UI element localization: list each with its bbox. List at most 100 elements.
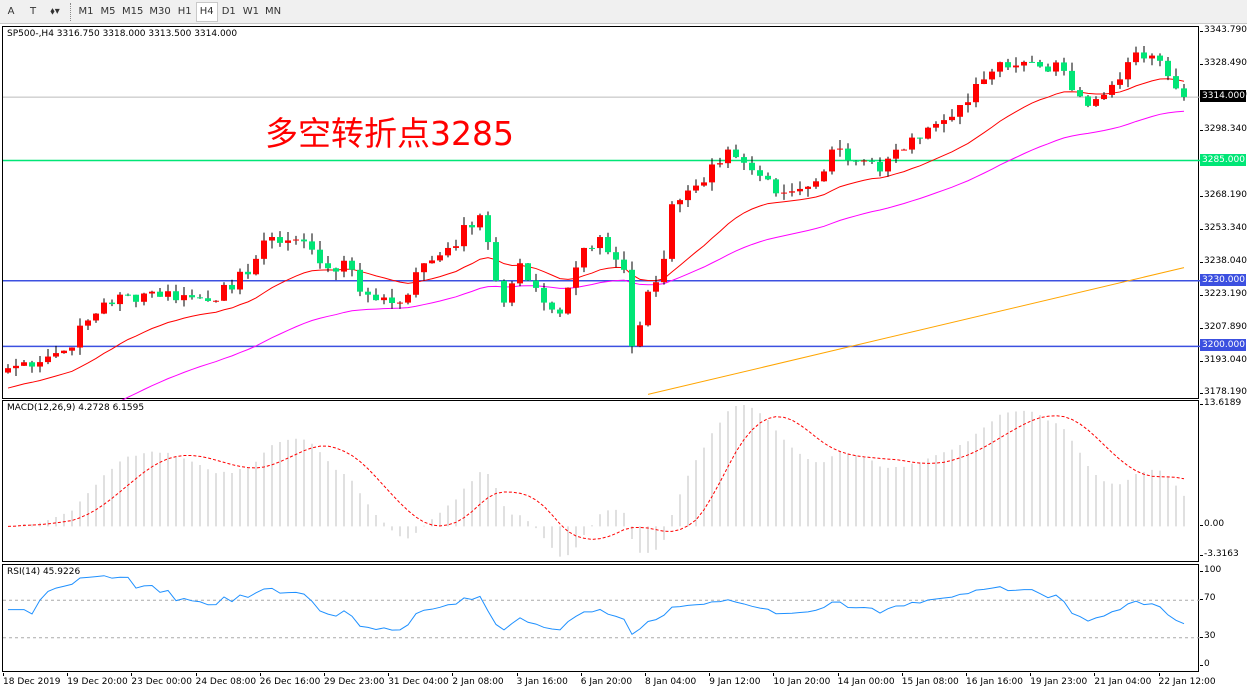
- candle: [933, 121, 939, 132]
- candle: [957, 105, 963, 125]
- hline-price-tag: 3200.000: [1200, 339, 1246, 352]
- candle-body: [613, 252, 619, 260]
- candle: [1173, 68, 1179, 90]
- candle-body: [261, 240, 267, 259]
- candle: [965, 93, 971, 113]
- candle-body: [309, 241, 315, 250]
- candle-body: [1101, 94, 1107, 100]
- candle: [53, 345, 59, 359]
- candle-body: [469, 225, 475, 228]
- candle: [141, 292, 147, 306]
- candle: [21, 359, 27, 367]
- time-axis[interactable]: 18 Dec 2019 19 Dec 20:00 23 Dec 00:00 24 De…: [0, 673, 1247, 695]
- timeframe-m1-button[interactable]: M1: [78, 6, 94, 17]
- rsi-tick-label: 30: [1199, 630, 1216, 641]
- candle: [29, 360, 35, 373]
- candle: [165, 284, 171, 301]
- candle: [413, 267, 419, 298]
- candle: [981, 71, 987, 85]
- candle: [1021, 60, 1027, 72]
- candle-body: [1013, 65, 1019, 68]
- candle: [1101, 92, 1107, 100]
- rsi-tick-label: 70: [1199, 593, 1216, 604]
- timeframe-h1-button[interactable]: H1: [177, 6, 192, 17]
- candle-body: [1133, 52, 1139, 63]
- candle-body: [77, 325, 83, 348]
- timeframe-m5-button[interactable]: M5: [100, 6, 116, 17]
- price-tick-label: 3253.340: [1200, 222, 1247, 233]
- candle: [1029, 55, 1035, 63]
- timeframe-h4-button[interactable]: H4: [195, 1, 218, 22]
- candle: [341, 255, 347, 278]
- candle-body: [829, 149, 835, 172]
- candle-body: [69, 347, 75, 351]
- candle-body: [5, 368, 11, 373]
- candle-body: [781, 192, 787, 194]
- macd-panel[interactable]: MACD(12,26,9) 4.2728 6.1595: [2, 400, 1199, 562]
- candle: [829, 146, 835, 175]
- candle-body: [117, 294, 123, 305]
- macd-tick-label: 13.6189: [1199, 398, 1242, 408]
- candle: [749, 156, 755, 175]
- candle: [61, 350, 67, 354]
- candle: [101, 298, 107, 315]
- candle-body: [1077, 90, 1083, 97]
- candle: [557, 307, 563, 317]
- text-tool-button[interactable]: A: [7, 6, 15, 17]
- time-label: 22 Jan 12:00: [1158, 673, 1216, 687]
- candle: [197, 294, 203, 299]
- timeframe-mn-button[interactable]: MN: [264, 6, 282, 17]
- candle-body: [845, 148, 851, 161]
- candle: [1085, 95, 1091, 108]
- arrows-dropdown-button[interactable]: ⬧▾: [50, 6, 60, 17]
- timeframe-m15-button[interactable]: M15: [122, 6, 144, 17]
- price-chart-canvas: [3, 45, 1200, 400]
- candle: [1149, 53, 1155, 66]
- candle: [333, 267, 339, 281]
- time-label: 10 Jan 20:00: [773, 673, 831, 687]
- candle-body: [933, 123, 939, 128]
- time-label: 3 Jan 16:00: [516, 673, 568, 687]
- candle-body: [213, 300, 219, 302]
- candle-body: [517, 263, 523, 284]
- candle-body: [773, 179, 779, 194]
- candle: [501, 279, 507, 307]
- candle-body: [1061, 62, 1067, 71]
- timeframe-m30-button[interactable]: M30: [149, 6, 171, 17]
- candle: [773, 178, 779, 197]
- candle: [661, 250, 667, 285]
- candle: [733, 144, 739, 159]
- timeframe-d1-button[interactable]: D1: [221, 6, 236, 17]
- candle: [45, 348, 51, 365]
- candle-body: [197, 297, 203, 299]
- price-chart-panel[interactable]: SP500-,H4 3316.750 3318.000 3313.500 331…: [2, 26, 1200, 400]
- candle: [845, 143, 851, 166]
- candle-body: [541, 287, 547, 303]
- candle: [909, 133, 915, 154]
- rsi-panel[interactable]: RSI(14) 45.9226: [2, 564, 1200, 672]
- candle: [37, 356, 43, 373]
- candle: [541, 283, 547, 311]
- candle-body: [253, 258, 259, 275]
- timeframe-w1-button[interactable]: W1: [242, 6, 259, 17]
- candle: [461, 217, 467, 252]
- candle-body: [877, 161, 883, 172]
- candle-body: [701, 182, 707, 186]
- moving-average-slow: [647, 267, 1185, 395]
- candle-body: [1125, 62, 1131, 80]
- candle-body: [949, 116, 955, 121]
- candle-body: [709, 164, 715, 183]
- candle: [949, 109, 955, 122]
- candle-body: [917, 137, 923, 139]
- candle-body: [85, 320, 91, 326]
- candle: [789, 183, 795, 197]
- candle-body: [93, 313, 99, 321]
- price-tick-label: 3207.890: [1200, 322, 1247, 333]
- candle: [421, 263, 427, 281]
- text-label-tool-button[interactable]: T: [29, 6, 37, 17]
- candle-body: [1005, 62, 1011, 68]
- candle-body: [1053, 62, 1059, 72]
- candle-body: [277, 237, 283, 243]
- candle-body: [29, 362, 35, 367]
- annotation-text[interactable]: 多空转折点3285: [265, 114, 514, 153]
